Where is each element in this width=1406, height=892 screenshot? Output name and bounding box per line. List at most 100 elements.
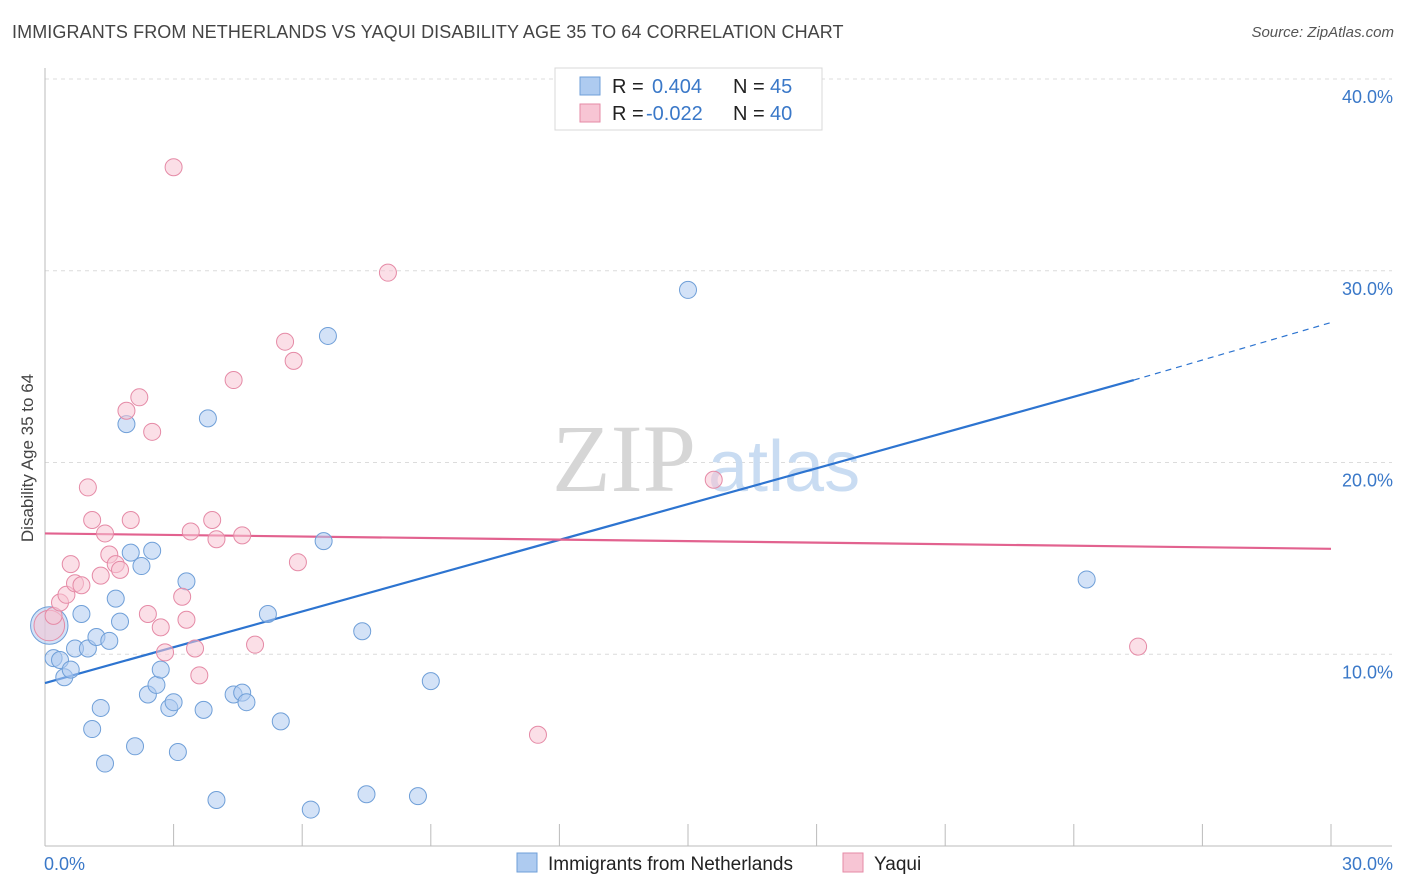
legend-swatch-yaqui [579,103,601,123]
point-netherlands [1077,570,1096,589]
grid-lines [45,78,1392,655]
point-netherlands [121,543,140,562]
point-netherlands [91,698,110,717]
point-netherlands [132,557,151,576]
trend-line-extension-0 [1133,321,1332,381]
point-yaqui [284,351,303,370]
point-netherlands [151,660,170,679]
point-yaqui [528,725,547,744]
trend-lines [44,321,1332,685]
point-netherlands [126,737,145,756]
legend-n-label-netherlands: N = [733,76,765,98]
point-netherlands [314,532,333,551]
point-netherlands [106,589,125,608]
point-netherlands [301,800,320,819]
point-netherlands [258,604,277,623]
point-netherlands [143,541,162,560]
bottom-legend-swatch-netherlands [516,852,538,873]
point-yaqui [181,522,200,541]
correlation-legend: R = 0.404 N = 45 R = -0.022 N = 40 [554,67,823,131]
point-yaqui [117,401,136,420]
point-netherlands [679,280,697,299]
x-tick-label: 0.0% [44,854,85,874]
point-yaqui [138,604,157,623]
data-points [30,158,1148,819]
point-yaqui [151,618,170,637]
point-netherlands [61,660,80,679]
legend-r-label-yaqui: R = [612,103,644,125]
y-tick-label: 10.0% [1342,662,1393,682]
point-yaqui [130,388,149,407]
point-yaqui [61,555,80,574]
watermark-zip: ZIP [552,405,696,512]
point-netherlands [271,712,290,731]
point-yaqui [233,526,252,545]
point-yaqui [143,422,162,441]
point-yaqui [91,566,110,585]
point-yaqui [246,635,265,654]
point-netherlands [72,604,91,623]
trend-line-1 [44,532,1332,550]
point-netherlands [100,631,119,650]
y-tick-label: 30.0% [1342,279,1393,299]
point-netherlands [318,326,337,345]
point-netherlands [198,409,217,428]
point-netherlands [83,720,102,739]
point-netherlands [111,612,130,631]
point-netherlands [194,700,213,719]
y-tick-label: 40.0% [1342,87,1393,107]
legend-swatch-netherlands [579,76,601,96]
point-yaqui [186,639,205,658]
chart-title: IMMIGRANTS FROM NETHERLANDS VS YAQUI DIS… [12,22,844,42]
source-credit: Source: ZipAtlas.com [1251,24,1394,41]
point-yaqui [288,553,307,572]
point-yaqui [111,560,130,579]
point-netherlands [177,572,196,591]
y-tick-label: 20.0% [1342,471,1393,491]
point-netherlands [207,790,226,809]
axes [44,68,1392,847]
trend-line-0 [44,378,1135,685]
point-yaqui [173,587,192,606]
point-netherlands [237,693,256,712]
y-tick-labels: 10.0% 20.0% 30.0% 40.0% [1342,87,1393,682]
point-yaqui [83,511,102,530]
x-tick-label: 30.0% [1342,854,1393,874]
point-yaqui [121,511,140,530]
legend-n-label-yaqui: N = [733,103,765,125]
legend-n-value-yaqui: 40 [770,103,792,125]
point-netherlands [357,785,376,804]
series-legend: Immigrants from Netherlands Yaqui [516,852,921,875]
watermark-atlas: atlas [708,427,860,507]
point-yaqui [378,263,397,282]
point-yaqui [177,610,196,629]
point-yaqui [1129,637,1148,656]
point-netherlands [147,675,166,694]
bottom-legend-label-yaqui: Yaqui [874,854,921,875]
point-yaqui [72,576,91,595]
point-netherlands [164,693,183,712]
point-yaqui [203,511,222,530]
legend-r-label-netherlands: R = [612,76,644,98]
point-netherlands [353,622,372,641]
point-yaqui [78,478,97,497]
bottom-legend-label-netherlands: Immigrants from Netherlands [548,854,793,875]
watermark: ZIP atlas [552,405,860,512]
point-netherlands [168,743,187,762]
point-netherlands [96,754,115,773]
legend-n-value-netherlands: 45 [770,76,792,98]
bottom-legend-swatch-yaqui [842,852,864,873]
point-yaqui [156,643,175,662]
point-yaqui [276,332,295,351]
legend-r-value-yaqui: -0.022 [646,103,703,125]
point-netherlands [421,672,440,691]
y-axis-label: Disability Age 35 to 64 [18,374,37,542]
point-yaqui [207,530,226,549]
point-yaqui [96,524,115,543]
point-yaqui [224,371,243,390]
point-yaqui [190,666,209,685]
point-netherlands [408,787,427,806]
x-tick-labels: 0.0% 30.0% [44,854,1393,874]
point-yaqui [164,158,183,177]
